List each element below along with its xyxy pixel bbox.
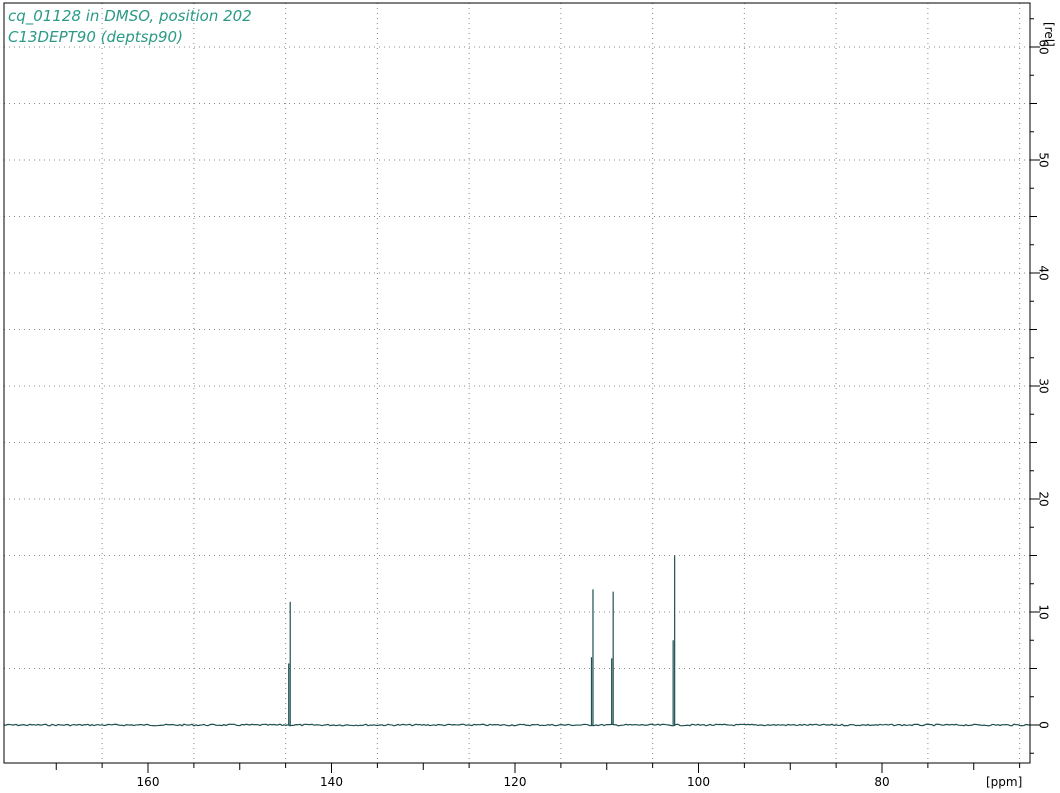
spectrum-layer xyxy=(3,555,1031,727)
y-axis-tick-label: 0 xyxy=(1037,721,1051,729)
plot-frame xyxy=(3,2,1031,764)
chart-title-line-2: C13DEPT90 (deptsp90) xyxy=(8,28,183,46)
x-axis-tick-label: 160 xyxy=(137,775,160,789)
y-axis-tick-label: 50 xyxy=(1037,152,1051,167)
x-axis-tick-label: 80 xyxy=(874,775,889,789)
spectrum-baseline xyxy=(3,723,1031,727)
x-axis-tick-label: 120 xyxy=(504,775,527,789)
axis-layer: 160 140 120 100 80 0 10 20 30 40 50 60 xyxy=(3,2,1051,789)
y-axis-tick-label: 60 xyxy=(1037,39,1051,54)
x-axis-tick-label: 100 xyxy=(687,775,710,789)
y-axis-unit-label: [rel] xyxy=(1042,22,1056,47)
y-axis-tick-label: 10 xyxy=(1037,604,1051,619)
x-axis-unit-label: [ppm] xyxy=(986,775,1022,789)
y-axis-tick-label: 30 xyxy=(1037,378,1051,393)
y-axis-tick-label: 40 xyxy=(1037,265,1051,280)
x-axis-tick-label: 140 xyxy=(320,775,343,789)
y-axis-tick-label: 20 xyxy=(1037,491,1051,506)
chart-title-line-1: cq_01128 in DMSO, position 202 xyxy=(8,7,252,26)
grid-layer xyxy=(4,3,1030,763)
